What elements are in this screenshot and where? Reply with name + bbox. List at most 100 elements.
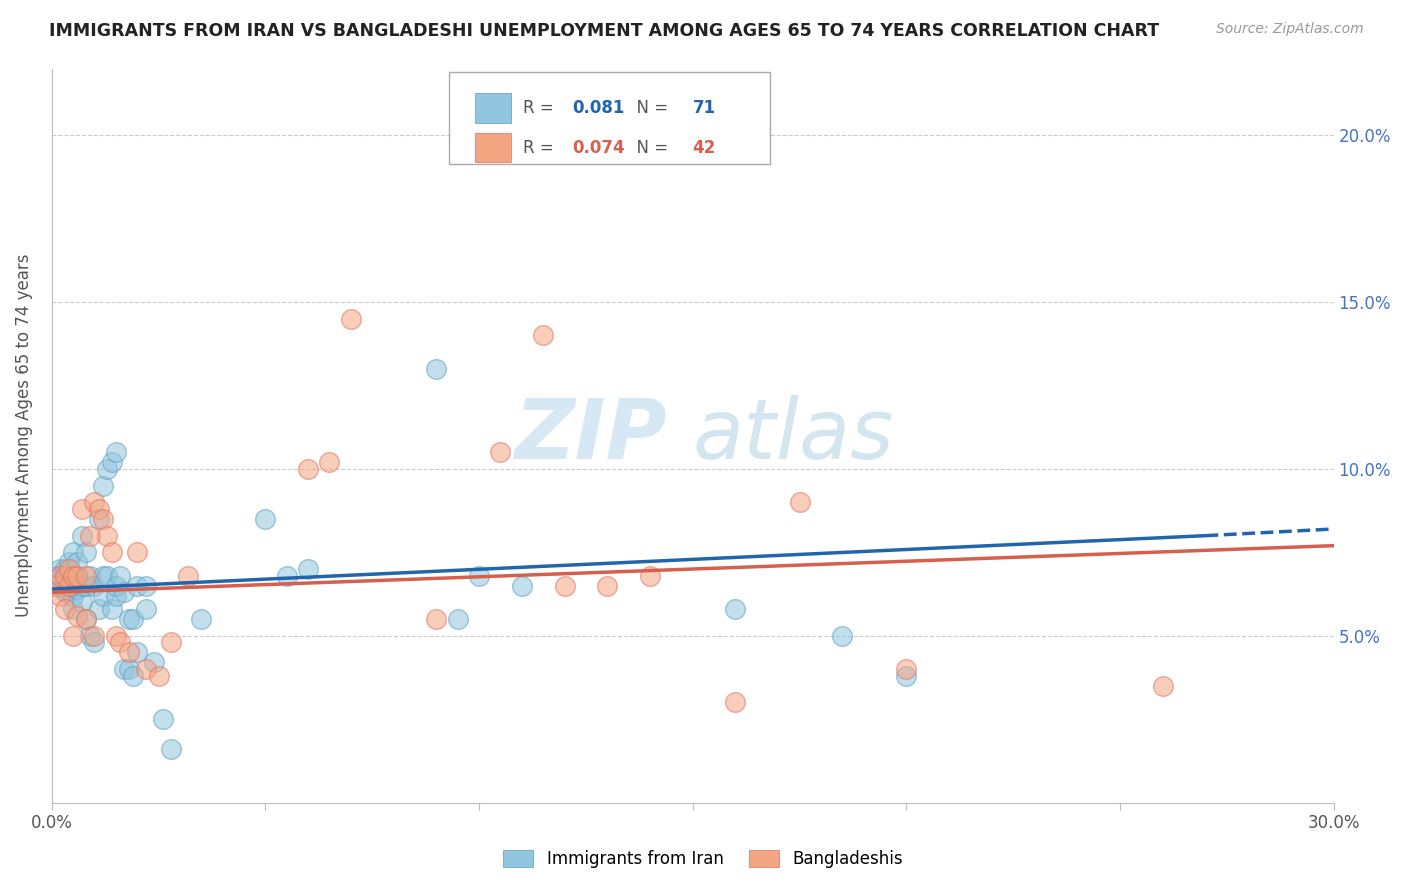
Point	[66, 608, 89, 623]
Point	[79, 568, 101, 582]
Point	[70, 579, 93, 593]
Point	[100, 545, 122, 559]
Point	[112, 585, 135, 599]
Point	[58, 562, 80, 576]
Point	[49, 579, 72, 593]
Point	[127, 545, 149, 559]
Point	[75, 579, 97, 593]
Point	[122, 612, 145, 626]
Point	[66, 555, 89, 569]
Y-axis label: Unemployment Among Ages 65 to 74 years: Unemployment Among Ages 65 to 74 years	[15, 254, 32, 617]
Point	[58, 579, 80, 593]
Text: N =: N =	[626, 138, 673, 157]
Point	[87, 512, 110, 526]
Point	[425, 612, 447, 626]
Point	[104, 589, 127, 603]
Point	[75, 612, 97, 626]
Point	[297, 462, 319, 476]
Point	[724, 696, 747, 710]
Point	[53, 582, 76, 596]
Point	[53, 575, 76, 590]
Point	[112, 662, 135, 676]
Point	[468, 568, 491, 582]
Point	[143, 656, 166, 670]
Point	[45, 579, 67, 593]
Text: 42: 42	[693, 138, 716, 157]
Point	[66, 568, 89, 582]
Text: 0.074: 0.074	[572, 138, 624, 157]
Point	[45, 568, 67, 582]
Point	[91, 478, 114, 492]
FancyBboxPatch shape	[475, 94, 510, 122]
Point	[49, 568, 72, 582]
Point	[104, 629, 127, 643]
Point	[45, 579, 67, 593]
Point	[66, 568, 89, 582]
Point	[122, 669, 145, 683]
Point	[83, 629, 105, 643]
Point	[896, 669, 918, 683]
Point	[58, 555, 80, 569]
Point	[276, 568, 298, 582]
Point	[96, 568, 118, 582]
Text: R =: R =	[523, 99, 560, 117]
Text: R =: R =	[523, 138, 560, 157]
Point	[87, 502, 110, 516]
Point	[127, 645, 149, 659]
Point	[104, 579, 127, 593]
Point	[53, 568, 76, 582]
Point	[75, 612, 97, 626]
Point	[62, 629, 84, 643]
Point	[49, 589, 72, 603]
Point	[340, 311, 363, 326]
Point	[100, 602, 122, 616]
Text: Source: ZipAtlas.com: Source: ZipAtlas.com	[1216, 22, 1364, 37]
Text: IMMIGRANTS FROM IRAN VS BANGLADESHI UNEMPLOYMENT AMONG AGES 65 TO 74 YEARS CORRE: IMMIGRANTS FROM IRAN VS BANGLADESHI UNEM…	[49, 22, 1160, 40]
Point	[135, 579, 157, 593]
Point	[62, 568, 84, 582]
FancyBboxPatch shape	[475, 133, 510, 162]
Point	[104, 445, 127, 459]
Point	[83, 635, 105, 649]
Point	[254, 512, 277, 526]
FancyBboxPatch shape	[449, 72, 769, 164]
Point	[62, 589, 84, 603]
Point	[45, 575, 67, 590]
Point	[87, 602, 110, 616]
Point	[831, 629, 853, 643]
Point	[297, 562, 319, 576]
Point	[53, 602, 76, 616]
Text: N =: N =	[626, 99, 673, 117]
Point	[79, 629, 101, 643]
Point	[53, 568, 76, 582]
Point	[96, 462, 118, 476]
Point	[75, 568, 97, 582]
Point	[127, 579, 149, 593]
Point	[53, 562, 76, 576]
Point	[135, 602, 157, 616]
Point	[896, 662, 918, 676]
Point	[553, 579, 575, 593]
Text: ZIP: ZIP	[515, 395, 666, 476]
Point	[160, 635, 183, 649]
Text: atlas: atlas	[693, 395, 894, 476]
Point	[177, 568, 200, 582]
Point	[70, 529, 93, 543]
Point	[152, 712, 174, 726]
Point	[108, 635, 131, 649]
Point	[118, 645, 141, 659]
Legend: Immigrants from Iran, Bangladeshis: Immigrants from Iran, Bangladeshis	[496, 843, 910, 875]
Point	[49, 562, 72, 576]
Point	[58, 566, 80, 580]
Point	[66, 582, 89, 596]
Point	[91, 512, 114, 526]
Point	[49, 575, 72, 590]
Point	[91, 568, 114, 582]
Point	[83, 579, 105, 593]
Point	[789, 495, 811, 509]
Point	[62, 568, 84, 582]
Point	[489, 445, 512, 459]
Point	[148, 669, 170, 683]
Point	[108, 568, 131, 582]
Point	[531, 328, 554, 343]
